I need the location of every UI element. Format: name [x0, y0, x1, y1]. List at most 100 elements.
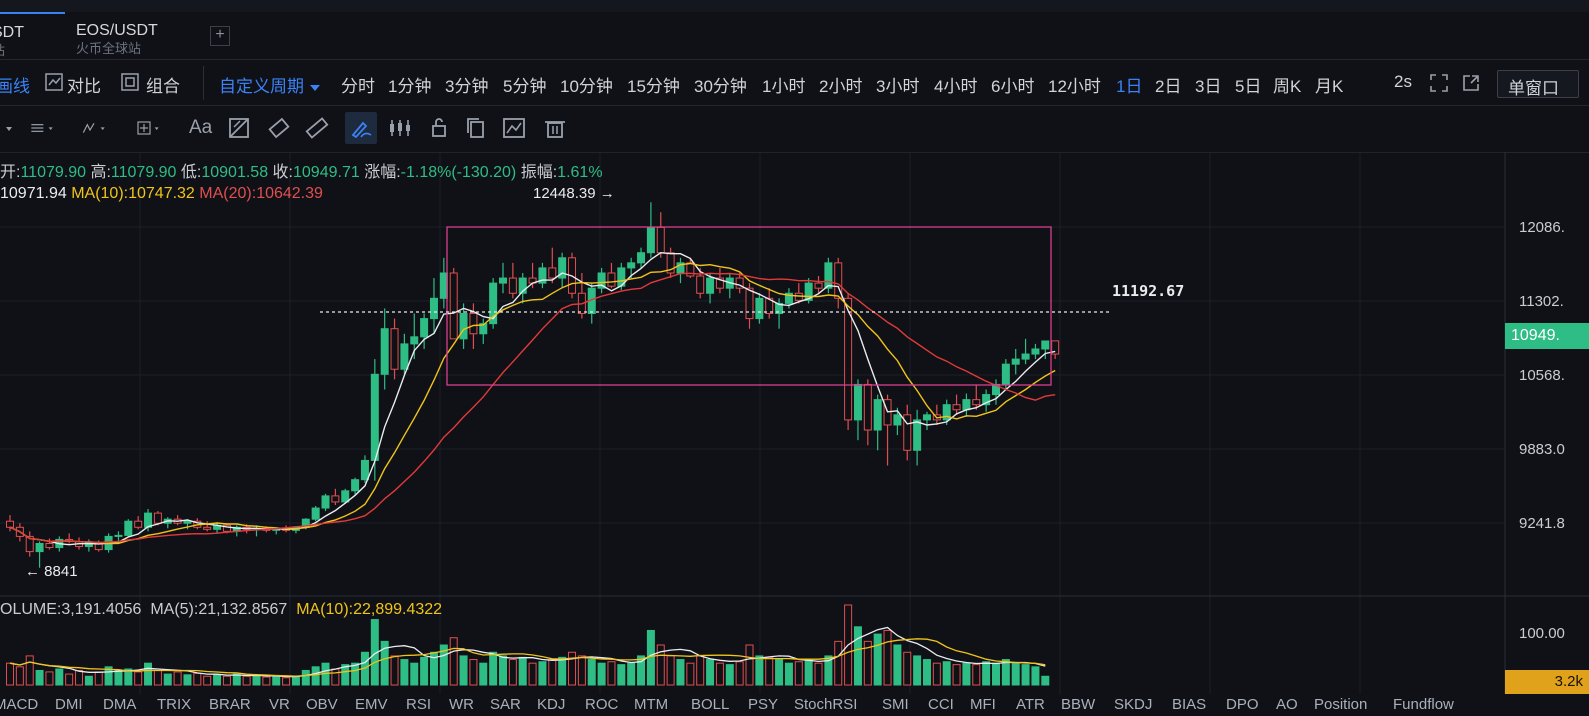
indicator-tab[interactable]: MTM	[634, 696, 669, 713]
candle-body	[637, 252, 646, 264]
popout-icon[interactable]	[1461, 73, 1481, 96]
indicator-tab[interactable]: BOLL	[691, 696, 730, 713]
period-6[interactable]: 15分钟	[627, 77, 680, 96]
eraser-icon[interactable]	[267, 117, 293, 141]
volume-bar	[173, 671, 182, 686]
lock-icon[interactable]	[428, 117, 454, 141]
volume-bar	[656, 644, 665, 686]
add-tab-button[interactable]: +	[210, 26, 230, 46]
text-tool-icon[interactable]: Aa	[189, 117, 213, 138]
selection-box[interactable]	[446, 226, 1052, 386]
fullscreen-icon[interactable]	[1429, 73, 1449, 96]
volume-bar	[577, 655, 586, 686]
period-19[interactable]: 月K	[1315, 77, 1344, 96]
indicator-tab[interactable]: DMA	[103, 696, 137, 713]
indicator-tab[interactable]: DPO	[1226, 696, 1259, 713]
candle-body	[203, 526, 212, 530]
indicator-tab[interactable]: SKDJ	[1114, 696, 1153, 713]
indicator-tab[interactable]: CCI	[928, 696, 954, 713]
indicator-tab[interactable]: Fundflow	[1393, 696, 1454, 713]
volume-bar	[568, 651, 577, 686]
volume-bar	[449, 637, 458, 686]
draw-pen-icon[interactable]	[345, 112, 377, 144]
volume-bar	[55, 668, 64, 686]
crosshair-icon[interactable]	[136, 117, 162, 141]
ruler-icon[interactable]	[305, 117, 331, 141]
indicator-tab[interactable]: SMI	[882, 696, 909, 713]
candle-body	[873, 399, 882, 431]
period-2[interactable]: 1分钟	[388, 77, 432, 96]
trash-icon[interactable]	[543, 117, 569, 141]
indicator-tab[interactable]: BBW	[1061, 696, 1096, 713]
period-16[interactable]: 3日	[1195, 77, 1222, 96]
period-7[interactable]: 30分钟	[694, 77, 747, 96]
period-9[interactable]: 2小时	[819, 77, 863, 96]
period-18[interactable]: 周K	[1273, 77, 1302, 96]
pattern-icon[interactable]	[228, 117, 254, 141]
ma20-value: 10642.39	[256, 185, 323, 202]
candle-group-icon[interactable]	[388, 117, 414, 141]
indicator-tab[interactable]: SAR	[490, 696, 521, 713]
period-11[interactable]: 4小时	[934, 77, 978, 96]
symbol-tab-row: SDT 站 EOS/USDT 火币全球站 +	[0, 12, 1589, 60]
indicator-tab[interactable]: StochRSI	[794, 696, 858, 713]
period-1[interactable]: 分时	[341, 77, 375, 96]
period-8[interactable]: 1小时	[762, 77, 806, 96]
candle-body	[439, 272, 448, 299]
indicator-tab[interactable]: VR	[269, 696, 290, 713]
menu-caret-icon[interactable]	[0, 117, 26, 141]
indicator-tab[interactable]: Position	[1314, 696, 1368, 713]
indicator-tab[interactable]: RSI	[406, 696, 432, 713]
custom-period-dropdown[interactable]: 自定义周期	[219, 72, 320, 97]
period-4[interactable]: 5分钟	[503, 77, 547, 96]
indicator-tab[interactable]: PSY	[748, 696, 779, 713]
period-10[interactable]: 3小时	[876, 77, 920, 96]
tab-eos-usdt[interactable]: EOS/USDT 火币全球站	[76, 12, 206, 59]
compare-button[interactable]: 对比	[67, 77, 101, 96]
indicator-tab[interactable]: OBV	[306, 696, 338, 713]
candle-body	[311, 507, 320, 520]
indicator-tab[interactable]: AO	[1276, 696, 1298, 713]
indicator-tab[interactable]: ATR	[1016, 696, 1045, 713]
candle-body	[893, 414, 902, 426]
window-mode-select[interactable]: 单窗口	[1497, 70, 1579, 98]
volume-bar	[814, 662, 823, 686]
fib-icon[interactable]	[82, 117, 108, 141]
ma10-label: MA(10):	[71, 185, 129, 202]
volume-bar	[400, 659, 409, 686]
volume-bar	[65, 673, 74, 686]
period-5[interactable]: 10分钟	[560, 77, 613, 96]
period-3[interactable]: 3分钟	[445, 77, 489, 96]
candle-body	[6, 520, 14, 528]
magnet-icon[interactable]	[502, 117, 528, 141]
indicator-tab[interactable]: KDJ	[537, 696, 566, 713]
tab-active-symbol[interactable]: SDT 站	[0, 12, 65, 61]
indicator-tab[interactable]: DMI	[55, 696, 83, 713]
period-12[interactable]: 6小时	[991, 77, 1035, 96]
indicator-tab[interactable]: MACD	[0, 696, 39, 713]
period-14[interactable]: 1日	[1116, 77, 1143, 96]
draw-mode-label[interactable]: 画线	[0, 77, 30, 96]
period-15[interactable]: 2日	[1155, 77, 1182, 96]
candle-body	[784, 292, 793, 304]
candle-body	[735, 277, 744, 289]
indicator-tab[interactable]: TRIX	[157, 696, 192, 713]
period-17[interactable]: 5日	[1235, 77, 1262, 96]
indicator-tab[interactable]: ROC	[585, 696, 619, 713]
indicator-tab[interactable]: EMV	[355, 696, 388, 713]
indicator-tab[interactable]: BIAS	[1172, 696, 1207, 713]
combine-button[interactable]: 组合	[146, 77, 180, 96]
volume-bar	[922, 659, 931, 686]
period-13[interactable]: 12小时	[1048, 77, 1101, 96]
indicator-tab[interactable]: MFI	[970, 696, 996, 713]
price-chart[interactable]	[0, 152, 1589, 694]
indicator-tab[interactable]: BRAR	[209, 696, 251, 713]
candle-body	[183, 520, 192, 524]
volume-bar	[439, 644, 448, 686]
settings-lines-icon[interactable]	[30, 117, 56, 141]
indicator-tab[interactable]: WR	[449, 696, 474, 713]
volume-bar	[607, 661, 616, 686]
volume-bar	[1031, 666, 1040, 686]
copy-icon[interactable]	[465, 117, 491, 141]
refresh-interval[interactable]: 2s	[1394, 72, 1412, 91]
